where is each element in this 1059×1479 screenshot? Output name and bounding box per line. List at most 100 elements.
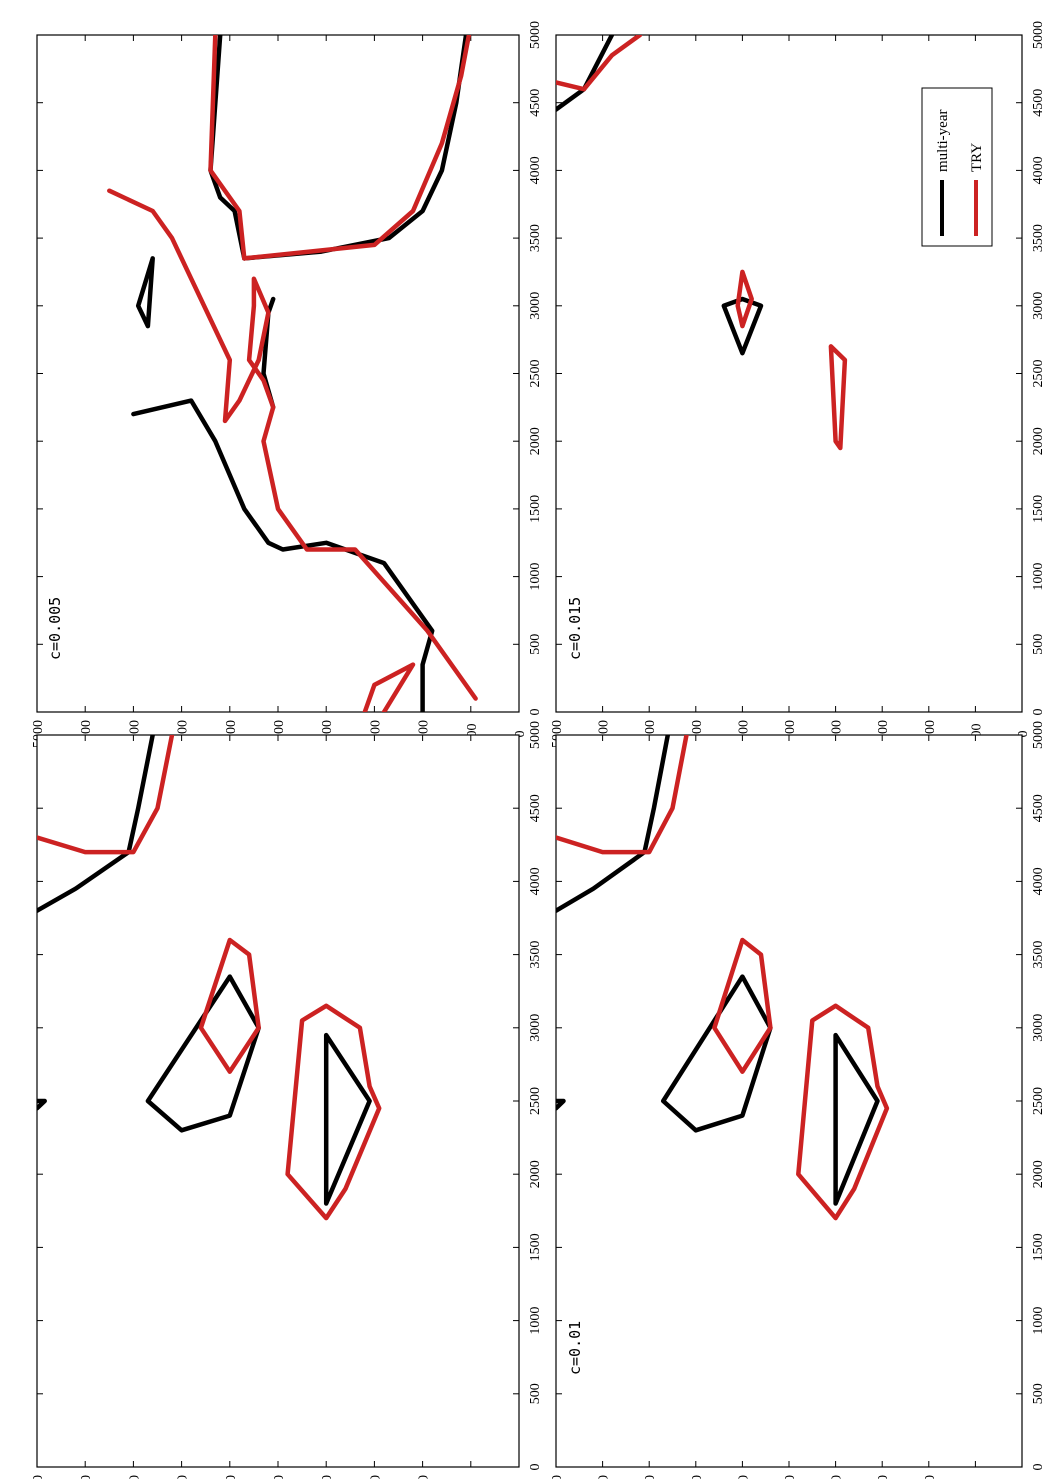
x-tick-label: 2500 xyxy=(1031,1087,1046,1115)
x-tick-label: 5000 xyxy=(1031,21,1046,49)
plot-frame xyxy=(36,34,520,713)
x-tick-label: 1500 xyxy=(528,1233,543,1261)
x-tick-label: 2000 xyxy=(528,1160,543,1188)
y-tick-label: 3500 xyxy=(690,1475,705,1479)
panel-annotation: c=0.005 xyxy=(46,597,64,660)
y-tick-label: 3000 xyxy=(224,1475,239,1479)
contour-try xyxy=(37,735,175,855)
contour-try xyxy=(208,35,247,261)
x-tick-label: 2500 xyxy=(528,1087,543,1115)
y-tick-label: 0 xyxy=(1016,731,1031,738)
x-tick-label: 1500 xyxy=(1031,1233,1046,1261)
contour-multi-year xyxy=(135,256,155,329)
x-tick-label: 2500 xyxy=(1031,360,1046,388)
contour-area xyxy=(556,735,890,1221)
x-tick-label: 500 xyxy=(528,1383,543,1404)
contour-try xyxy=(198,937,261,1074)
x-tick-label: 3000 xyxy=(528,1014,543,1042)
y-tick-label: 0 xyxy=(513,731,528,738)
contour-try xyxy=(556,35,643,92)
x-tick-label: 2000 xyxy=(528,427,543,455)
x-tick-label: 4500 xyxy=(528,89,543,117)
x-tick-label: 1500 xyxy=(1031,495,1046,523)
x-tick-label: 0 xyxy=(1031,709,1046,716)
legend-label: TRY xyxy=(969,143,985,172)
x-tick-label: 500 xyxy=(528,634,543,655)
contour-area xyxy=(37,735,382,1221)
x-tick-label: 4500 xyxy=(1031,89,1046,117)
y-tick-label: 4500 xyxy=(79,1475,94,1479)
x-tick-label: 3000 xyxy=(528,292,543,320)
x-tick-label: 2000 xyxy=(1031,1160,1046,1188)
contour-multi-year xyxy=(131,398,435,712)
x-tick-label: 5000 xyxy=(528,21,543,49)
x-tick-label: 3500 xyxy=(528,224,543,252)
contour-multi-year xyxy=(37,1098,47,1111)
y-tick-label: 4500 xyxy=(597,1475,612,1479)
x-tick-label: 1000 xyxy=(1031,563,1046,591)
y-tick-label: 2500 xyxy=(272,1475,287,1479)
x-tick-label: 1000 xyxy=(528,1307,543,1335)
y-tick-label: 3000 xyxy=(736,1475,751,1479)
x-tick-label: 4000 xyxy=(528,867,543,895)
contour-area xyxy=(556,35,848,451)
y-tick-label: 2500 xyxy=(783,1475,798,1479)
contour-try xyxy=(556,735,689,855)
panel-annotation: c=0.015 xyxy=(566,597,584,660)
y-tick-label: 2000 xyxy=(830,1475,845,1479)
contour-try xyxy=(107,188,478,701)
x-tick-label: 3500 xyxy=(528,941,543,969)
panel-1: 0 500 1000 1500 2000 2500 3000 3500 4000 4500 5000… xyxy=(31,21,543,748)
contour-try xyxy=(828,344,848,451)
x-tick-label: 4500 xyxy=(1031,794,1046,822)
x-tick-label: 3000 xyxy=(1031,292,1046,320)
x-tick-label: 3500 xyxy=(1031,224,1046,252)
y-tick-label: 1500 xyxy=(368,1475,383,1479)
contour-multi-year xyxy=(660,974,773,1133)
y-tick-label: 5000 xyxy=(31,1475,46,1479)
legend: multi-year TRY xyxy=(921,87,993,247)
contour-try xyxy=(796,1003,890,1221)
contour-multi-year xyxy=(833,1032,880,1206)
contour-try xyxy=(735,269,754,329)
x-tick-label: 500 xyxy=(1031,1383,1046,1404)
legend-label: multi-year xyxy=(935,110,951,172)
x-tick-label: 5000 xyxy=(528,721,543,749)
x-tick-label: 4000 xyxy=(1031,867,1046,895)
y-tick-label: 1000 xyxy=(417,1475,432,1479)
contour-multi-year xyxy=(323,1032,372,1206)
x-tick-label: 1500 xyxy=(528,495,543,523)
x-tick-label: 4000 xyxy=(528,156,543,184)
y-tick-label: 4000 xyxy=(643,1475,658,1479)
contour-multi-year xyxy=(556,1098,566,1111)
y-tick-label: 4000 xyxy=(127,1475,142,1479)
y-tick-label: 3500 xyxy=(176,1475,191,1479)
x-tick-label: 0 xyxy=(528,1464,543,1471)
x-tick-label: 4000 xyxy=(1031,156,1046,184)
panel-4: 0 500 1000 1500 2000 2500 3000 3500 4000 4500 5000… xyxy=(550,721,1046,1479)
contour-try xyxy=(242,35,472,261)
y-tick-label: 1500 xyxy=(876,1475,891,1479)
plot-frame xyxy=(36,734,520,1468)
y-tick-label: 2000 xyxy=(320,1475,335,1479)
panel-2: 0 500 1000 1500 2000 2500 3000 3500 4000 4500 5000… xyxy=(31,721,543,1479)
panel-annotation: c=0.01 xyxy=(566,1321,584,1375)
x-tick-label: 1000 xyxy=(528,563,543,591)
x-tick-label: 2000 xyxy=(1031,427,1046,455)
x-tick-label: 4500 xyxy=(528,794,543,822)
x-tick-label: 3000 xyxy=(1031,1014,1046,1042)
x-tick-label: 5000 xyxy=(1031,721,1046,749)
x-tick-label: 2500 xyxy=(528,360,543,388)
x-tick-label: 500 xyxy=(1031,634,1046,655)
contour-multi-year xyxy=(145,974,261,1133)
contour-try xyxy=(285,1003,382,1221)
x-tick-label: 0 xyxy=(1031,1464,1046,1471)
plot-frame xyxy=(555,734,1023,1468)
contour-try xyxy=(362,662,416,712)
x-tick-label: 1000 xyxy=(1031,1307,1046,1335)
contour-try xyxy=(712,937,773,1074)
y-tick-label: 5000 xyxy=(550,1475,565,1479)
x-tick-label: 0 xyxy=(528,709,543,716)
